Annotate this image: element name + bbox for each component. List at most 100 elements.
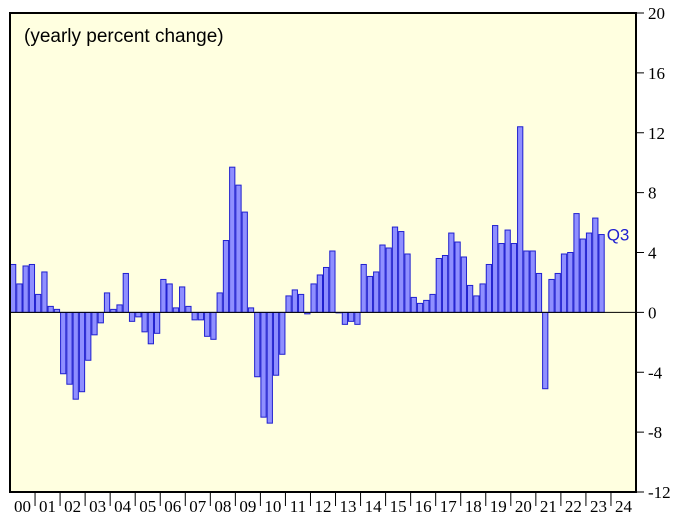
bar bbox=[235, 184, 242, 313]
bar bbox=[379, 244, 386, 313]
bar bbox=[185, 305, 192, 313]
bar bbox=[341, 311, 349, 325]
bar bbox=[560, 253, 568, 313]
bar bbox=[360, 263, 367, 313]
bar bbox=[485, 263, 493, 313]
bar bbox=[429, 293, 436, 313]
bar bbox=[147, 311, 154, 345]
bar bbox=[573, 213, 580, 313]
bar bbox=[210, 311, 217, 340]
x-tick-label: 02 bbox=[64, 497, 81, 516]
x-tick-label: 17 bbox=[440, 497, 458, 516]
x-tick-label: 23 bbox=[590, 497, 607, 516]
bar bbox=[504, 229, 511, 313]
bar bbox=[291, 289, 298, 313]
bar bbox=[366, 275, 374, 313]
bar bbox=[78, 311, 86, 393]
bar bbox=[310, 283, 317, 313]
bar bbox=[297, 293, 305, 313]
bar bbox=[441, 254, 449, 313]
bar bbox=[103, 292, 111, 313]
y-tick-label: 16 bbox=[648, 64, 665, 83]
annotation: Q3 bbox=[607, 226, 630, 245]
bar bbox=[204, 311, 211, 337]
bar bbox=[323, 266, 330, 313]
x-tick-label: 11 bbox=[290, 497, 306, 516]
bar bbox=[410, 296, 417, 313]
x-tick-label: 10 bbox=[264, 497, 281, 516]
bar bbox=[47, 305, 54, 313]
y-tick-label: 8 bbox=[648, 184, 657, 203]
x-tick-label: 03 bbox=[89, 497, 106, 516]
bar bbox=[128, 311, 136, 322]
x-tick-label: 15 bbox=[390, 497, 407, 516]
x-tick-label: 05 bbox=[139, 497, 156, 516]
x-tick-label: 09 bbox=[239, 497, 256, 516]
bar bbox=[122, 272, 129, 313]
bar bbox=[28, 263, 36, 313]
x-tick-label: 12 bbox=[315, 497, 332, 516]
y-tick-label: -12 bbox=[648, 483, 671, 502]
bar bbox=[385, 247, 392, 313]
x-tick-label: 06 bbox=[164, 497, 181, 516]
bar bbox=[10, 263, 17, 313]
bar bbox=[160, 278, 167, 313]
bar bbox=[542, 311, 549, 390]
bar bbox=[179, 286, 186, 313]
bar bbox=[454, 241, 461, 313]
bar bbox=[222, 240, 230, 313]
bar bbox=[517, 126, 524, 313]
x-tick-label: 01 bbox=[39, 497, 56, 516]
bar bbox=[41, 271, 48, 313]
bar bbox=[373, 271, 380, 313]
bar bbox=[60, 311, 67, 375]
bar bbox=[473, 295, 480, 313]
bar bbox=[448, 232, 455, 313]
x-tick-label: 22 bbox=[565, 497, 582, 516]
bar bbox=[16, 283, 23, 313]
bar bbox=[416, 302, 424, 313]
bar bbox=[260, 311, 267, 418]
bar bbox=[423, 299, 430, 313]
bar bbox=[279, 311, 286, 355]
x-tick-label: 24 bbox=[615, 497, 633, 516]
bar bbox=[579, 238, 586, 313]
bar bbox=[435, 257, 442, 313]
x-tick-label: 18 bbox=[465, 497, 482, 516]
x-tick-label: 21 bbox=[540, 497, 557, 516]
bar bbox=[548, 278, 555, 313]
x-tick-label: 04 bbox=[114, 497, 132, 516]
y-tick-label: -4 bbox=[648, 363, 663, 382]
x-tick-label: 13 bbox=[340, 497, 357, 516]
bar bbox=[510, 243, 518, 313]
bar bbox=[567, 252, 574, 313]
bar bbox=[197, 311, 205, 321]
bar bbox=[191, 311, 198, 321]
bar bbox=[398, 231, 405, 313]
y-tick-label: 0 bbox=[648, 303, 657, 322]
bar bbox=[592, 217, 599, 313]
y-tick-label: 20 bbox=[648, 4, 665, 23]
bar bbox=[72, 311, 79, 400]
bar bbox=[172, 307, 180, 313]
bar bbox=[316, 274, 323, 313]
bar bbox=[241, 211, 248, 313]
bar bbox=[97, 311, 104, 324]
bar bbox=[66, 311, 73, 385]
bar bbox=[348, 311, 355, 322]
bar bbox=[535, 272, 543, 313]
bar bbox=[247, 307, 255, 313]
bar bbox=[229, 166, 236, 313]
x-tick-label: 20 bbox=[515, 497, 532, 516]
bar bbox=[116, 304, 123, 313]
bar bbox=[141, 311, 148, 333]
x-tick-label: 14 bbox=[365, 497, 383, 516]
bar bbox=[216, 292, 223, 313]
y-tick-label: -8 bbox=[648, 423, 662, 442]
bar bbox=[554, 272, 561, 313]
bar bbox=[135, 311, 142, 318]
bar bbox=[492, 225, 499, 313]
bar bbox=[91, 311, 98, 336]
x-tick-label: 00 bbox=[14, 497, 31, 516]
